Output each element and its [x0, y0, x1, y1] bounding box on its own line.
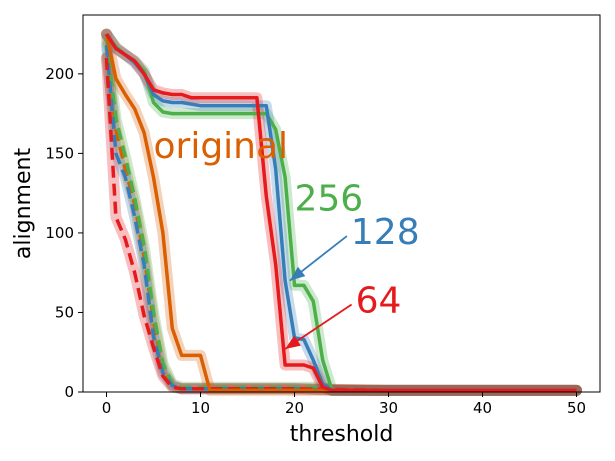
x-tick-label: 30 — [379, 399, 398, 417]
annotation-128: 128 — [351, 212, 420, 253]
line-64 — [105, 33, 577, 393]
series-lines — [104, 33, 577, 393]
y-tick-label: 150 — [45, 144, 74, 162]
x-tick-label: 20 — [285, 399, 304, 417]
x-axis-label: threshold — [290, 422, 394, 447]
annotation-64: 64 — [356, 280, 402, 321]
y-axis-label: alignment — [11, 148, 36, 260]
arrowhead-128 — [289, 266, 306, 281]
y-axis-ticks: 0 50 100 150 200 — [45, 65, 83, 401]
plot-frame — [82, 14, 601, 393]
annotation-256: 256 — [295, 179, 364, 220]
y-tick-label: 200 — [45, 65, 74, 83]
x-axis-ticks: 0 10 20 30 40 50 — [102, 392, 586, 417]
x-tick-label: 10 — [191, 399, 210, 417]
y-tick-label: 50 — [55, 303, 74, 321]
annotation-original: original — [154, 126, 289, 167]
y-tick-label: 0 — [64, 383, 74, 401]
y-tick-label: 100 — [45, 224, 74, 242]
arrowhead-64 — [285, 335, 301, 350]
x-tick-label: 40 — [473, 399, 492, 417]
x-tick-label: 0 — [102, 399, 112, 417]
x-tick-label: 50 — [567, 399, 586, 417]
